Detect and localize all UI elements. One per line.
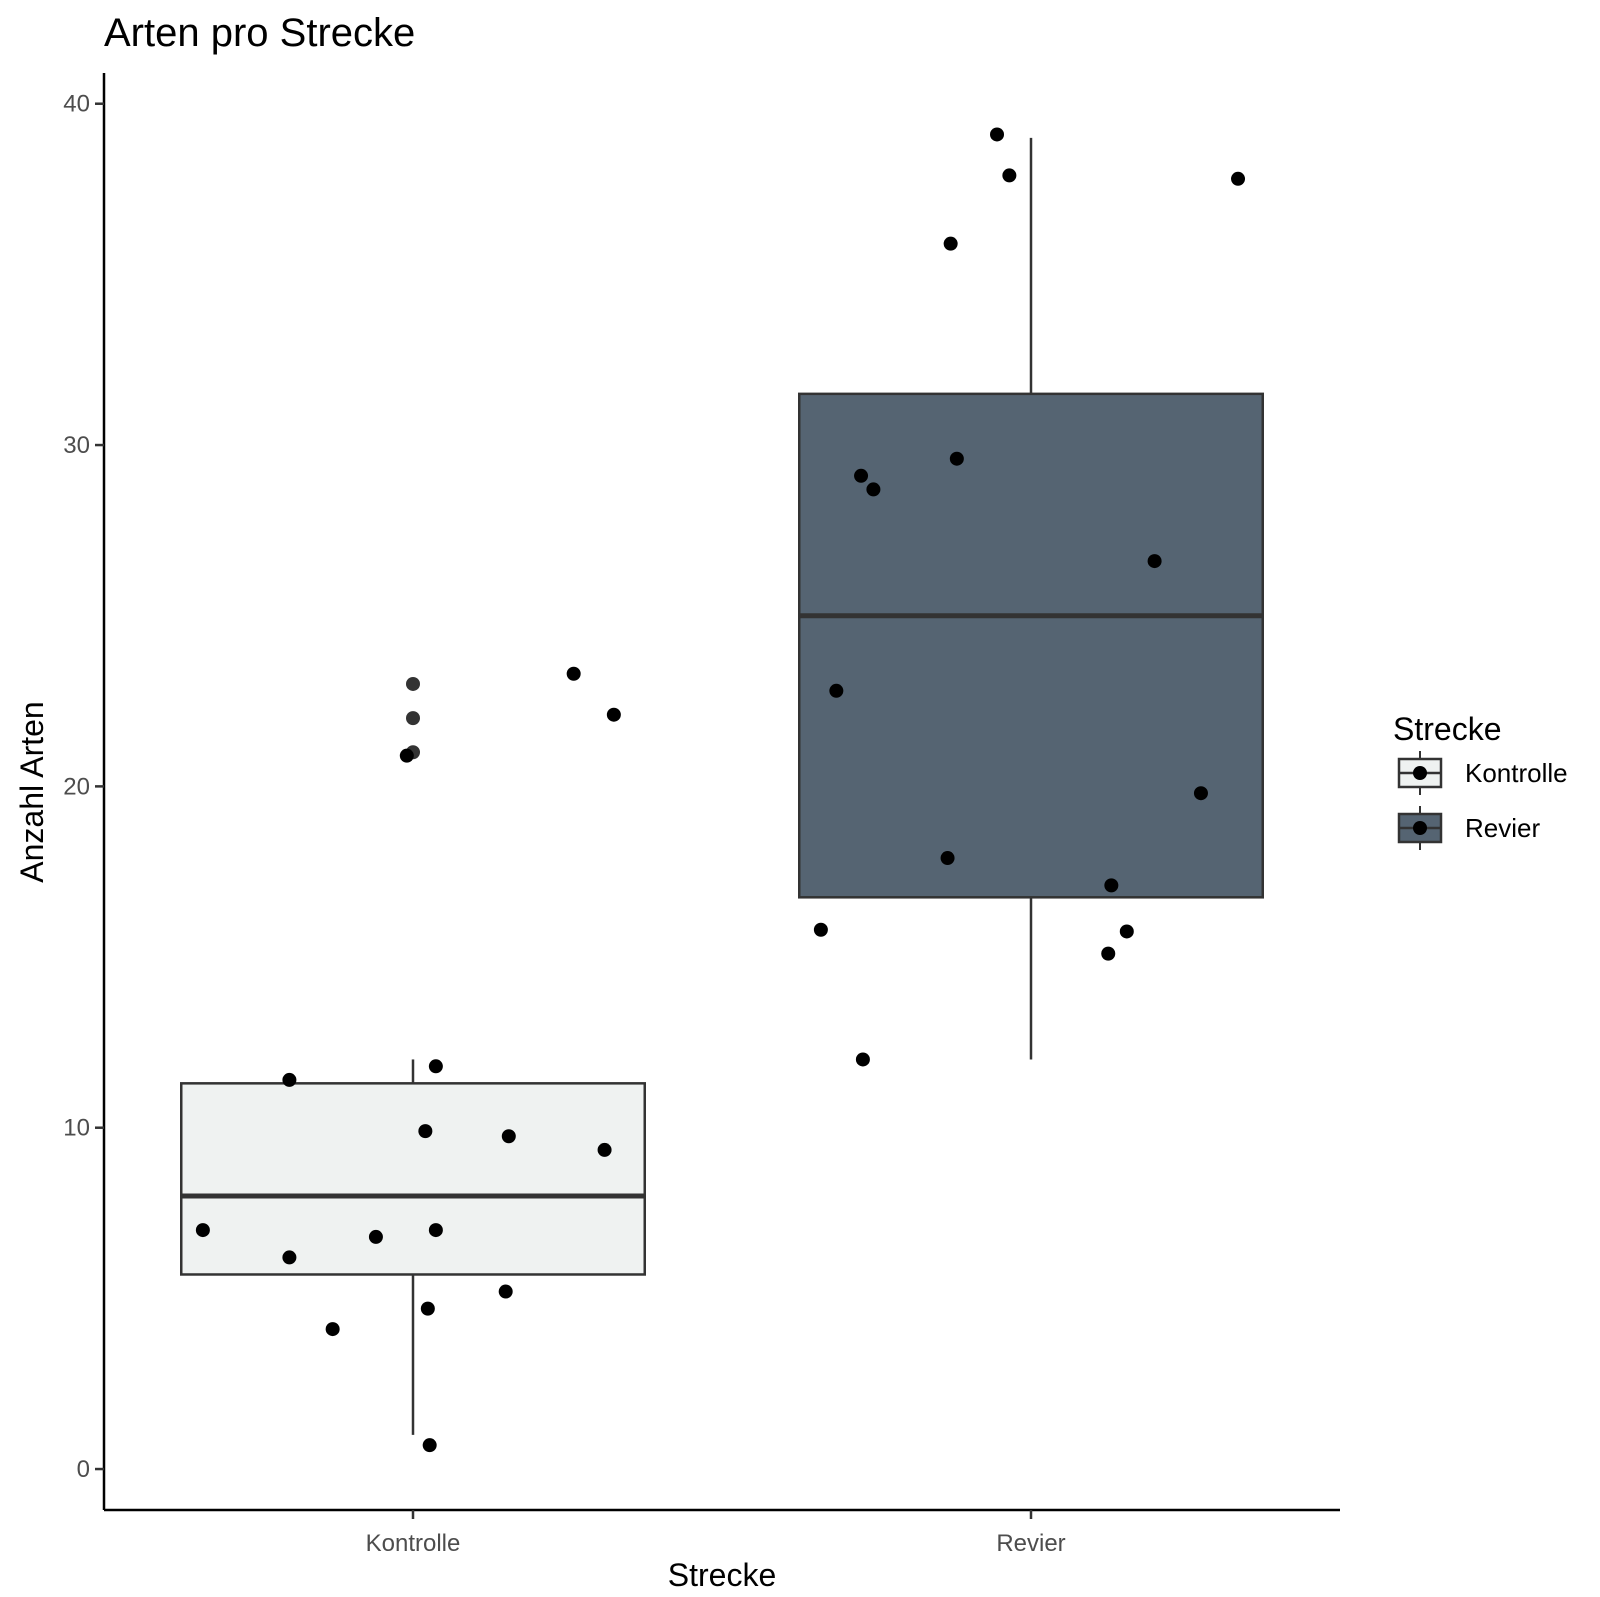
data-point — [1104, 878, 1119, 893]
data-point — [854, 468, 869, 483]
data-point — [1119, 924, 1134, 939]
box — [180, 1082, 646, 1276]
data-point — [566, 666, 581, 681]
box-group-revier — [798, 137, 1264, 1060]
legend-label: Revier — [1465, 813, 1540, 843]
data-point — [428, 1223, 443, 1238]
y-tick-label: 30 — [63, 432, 90, 459]
x-axis-title: Strecke — [668, 1557, 776, 1593]
data-point — [282, 1072, 297, 1087]
data-point — [1193, 786, 1208, 801]
data-point — [501, 1129, 516, 1144]
x-tick-label: Revier — [996, 1530, 1065, 1557]
points-revier — [813, 127, 1246, 1067]
outlier-point — [406, 711, 420, 726]
data-point — [420, 1301, 435, 1316]
data-point — [325, 1322, 340, 1337]
data-point — [418, 1124, 433, 1139]
data-point — [399, 748, 414, 763]
data-point — [282, 1250, 297, 1265]
x-tick-label: Kontrolle — [366, 1530, 461, 1557]
data-point — [195, 1223, 210, 1238]
outlier-point — [406, 676, 420, 691]
data-point — [813, 922, 828, 937]
box — [798, 392, 1264, 899]
data-point — [1147, 554, 1162, 569]
data-point — [940, 851, 955, 866]
data-point — [1101, 946, 1116, 961]
data-point — [1002, 168, 1017, 183]
legend-title: Strecke — [1393, 711, 1501, 747]
y-tick-label: 0 — [77, 1456, 90, 1483]
legend-entry-revier: Revier — [1397, 806, 1540, 850]
data-point — [990, 127, 1005, 142]
y-tick-label: 40 — [63, 91, 90, 118]
data-point — [597, 1142, 612, 1157]
legend-entry-kontrolle: Kontrolle — [1397, 751, 1568, 795]
chart-title: Arten pro Strecke — [104, 11, 415, 55]
data-point — [368, 1229, 383, 1244]
data-point — [498, 1284, 513, 1299]
legend-label: Kontrolle — [1465, 758, 1568, 788]
legend-key-point — [1413, 821, 1427, 835]
legend-key-point — [1413, 766, 1427, 780]
box-group-kontrolle — [180, 676, 646, 1435]
points-kontrolle — [195, 666, 621, 1453]
data-point — [422, 1438, 437, 1453]
data-point — [829, 683, 844, 698]
y-tick-label: 10 — [63, 1115, 90, 1142]
data-point — [949, 451, 964, 466]
legend: Strecke Kontrolle Revier — [1393, 711, 1568, 850]
data-point — [428, 1059, 443, 1074]
y-tick-label: 20 — [63, 773, 90, 800]
x-axis-ticks: Kontrolle Revier — [366, 1510, 1066, 1557]
data-point — [1231, 171, 1246, 186]
data-point — [606, 707, 621, 722]
data-point — [866, 482, 881, 497]
y-axis-title: Anzahl Arten — [14, 701, 50, 882]
data-point — [943, 236, 958, 251]
y-axis-ticks: 0 10 20 30 40 — [63, 91, 104, 1483]
plot-area — [180, 127, 1264, 1453]
data-point — [855, 1052, 870, 1067]
